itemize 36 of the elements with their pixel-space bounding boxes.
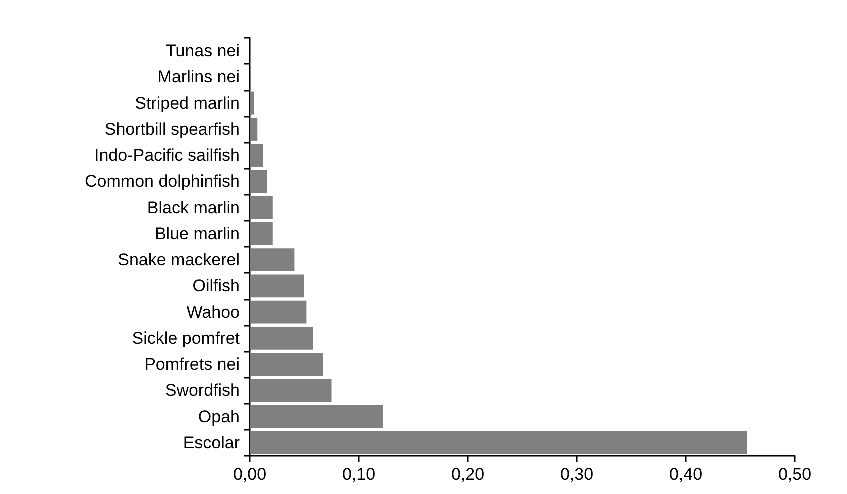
bar xyxy=(250,196,273,220)
y-tick-label: Blue marlin xyxy=(154,224,240,244)
bar xyxy=(250,92,254,115)
y-tick-label: Pomfrets nei xyxy=(144,355,240,374)
bar xyxy=(250,300,307,324)
bar xyxy=(250,326,314,350)
y-tick-label: Shortbill spearfish xyxy=(104,120,240,139)
x-tick-label: 0,10 xyxy=(342,465,376,484)
y-tick-label: Sickle pomfret xyxy=(132,328,240,348)
y-tick-label: Opah xyxy=(198,407,240,426)
y-tick-label: Striped marlin xyxy=(135,94,240,113)
y-tick-label: Escolar xyxy=(183,433,240,452)
bar xyxy=(250,353,324,376)
bar xyxy=(250,431,748,454)
y-tick-label: Snake mackerel xyxy=(118,250,240,270)
y-tick-label: Marlins nei xyxy=(158,68,240,87)
bar xyxy=(250,405,383,428)
x-tick-label: 0,30 xyxy=(560,465,594,484)
x-tick-label: 0,40 xyxy=(669,465,703,484)
y-tick-label: Indo-Pacific sailfish xyxy=(94,146,240,166)
x-tick-label: 0,50 xyxy=(778,465,812,484)
bar xyxy=(250,274,304,298)
x-tick-label: 0,20 xyxy=(451,465,485,484)
y-tick-label: Common dolphinfish xyxy=(85,172,240,192)
bar xyxy=(250,144,264,168)
y-tick-label: Black marlin xyxy=(147,198,240,218)
bar xyxy=(250,379,332,402)
x-tick-label: 0,00 xyxy=(233,465,267,484)
y-tick-label: Wahoo xyxy=(186,302,240,322)
y-tick-label: Tunas nei xyxy=(166,42,240,61)
y-tick-label: Swordfish xyxy=(165,381,240,400)
bar xyxy=(250,222,273,246)
bar xyxy=(250,248,295,272)
y-tick-label: Oilfish xyxy=(192,276,240,296)
bar xyxy=(250,118,258,141)
bar xyxy=(250,170,268,194)
